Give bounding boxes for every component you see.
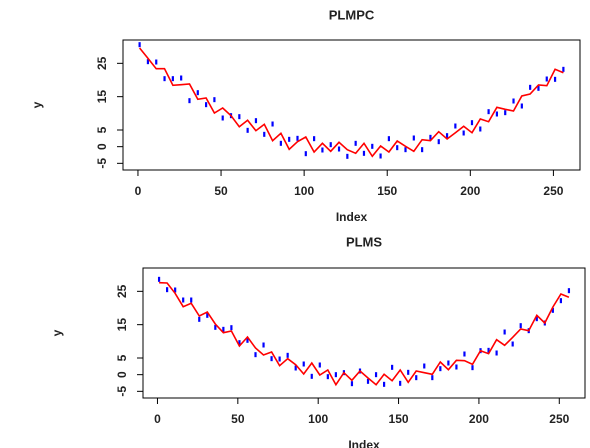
y-tick-label: 25 [115,284,129,298]
chart-title: PLMS [346,234,382,249]
x-tick-label: 50 [231,412,245,426]
y-tick-label: 25 [95,56,109,70]
x-tick-label: 100 [308,412,328,426]
chart-title: PLMPC [329,7,375,22]
y-tick-label: 5 [95,126,109,133]
y-tick-label: 15 [115,318,129,332]
x-tick-label: 150 [389,412,409,426]
x-tick-label: 0 [135,184,142,198]
y-tick-label: -5 [115,386,129,397]
x-tick-label: 150 [377,184,397,198]
x-tick-label: 50 [214,184,228,198]
y-tick-label: 15 [95,90,109,104]
plot-box [122,39,581,171]
x-axis-label: Index [336,210,368,224]
x-tick-label: 200 [460,184,480,198]
x-tick-label: 250 [549,412,569,426]
x-tick-label: 100 [294,184,314,198]
y-tick-label: 0 [95,143,109,150]
y-tick-label: -5 [95,158,109,169]
x-tick-label: 200 [469,412,489,426]
y-axis-label: y [30,101,44,108]
y-tick-label: 0 [115,371,129,378]
plot-box [142,267,586,399]
x-tick-label: 0 [154,412,161,426]
x-tick-label: 250 [543,184,563,198]
data-line [138,47,564,158]
y-axis-label: y [50,329,64,336]
y-tick-label: 5 [115,354,129,361]
x-axis-label: Index [348,438,380,448]
data-line [159,281,570,387]
